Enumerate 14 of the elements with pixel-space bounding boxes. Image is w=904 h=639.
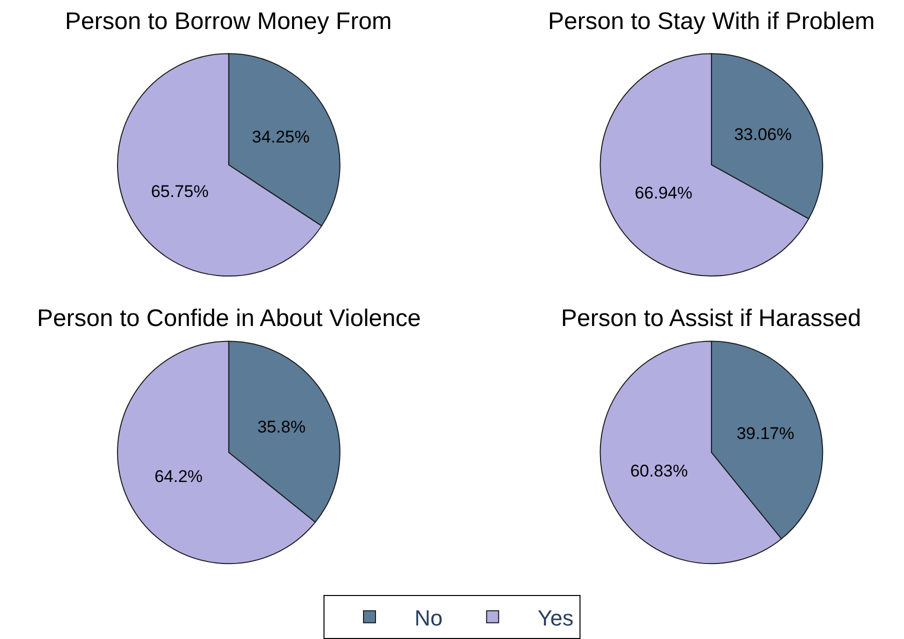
data-label: 35.8% xyxy=(257,418,306,437)
data-label: 64.2% xyxy=(154,466,203,486)
legend-label: Yes xyxy=(538,605,574,630)
data-label: 60.83% xyxy=(630,461,688,480)
chart-title: Person to Stay With if Problem xyxy=(548,8,875,35)
data-label: 34.25% xyxy=(252,127,310,146)
data-label: 33.06% xyxy=(734,125,792,144)
chart-title: Person to Assist if Harassed xyxy=(561,305,862,332)
data-label: 66.94% xyxy=(634,184,692,203)
chart-title: Person to Borrow Money From xyxy=(65,8,392,35)
data-label: 65.75% xyxy=(150,182,209,201)
chart-title: Person to Confide in About Violence xyxy=(37,305,421,332)
legend-label: No xyxy=(414,605,443,630)
data-label: 39.17% xyxy=(736,424,794,443)
